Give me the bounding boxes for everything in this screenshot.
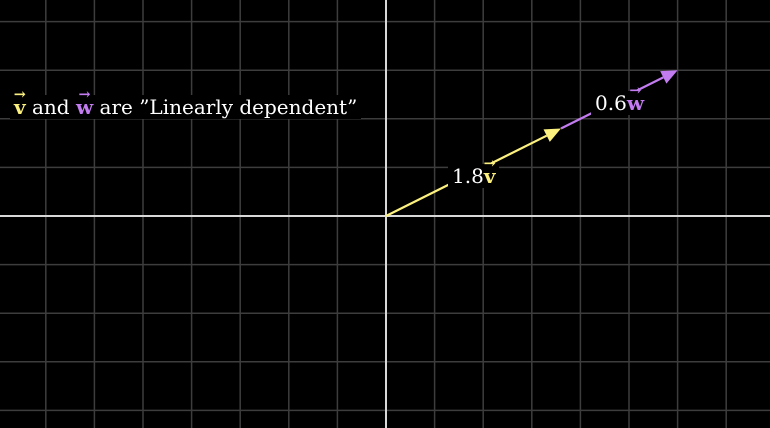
w-letter: w [626,91,645,115]
w-scaled-arrow-head [660,70,678,84]
v-scaled-label: 1.8 → v [448,156,500,188]
statement-text: are ”Linearly dependent” [99,95,358,119]
v-scaled-arrow-head [543,128,561,142]
w-scaled-label: 0.6 → w [591,83,649,115]
vector-arrow-accent: → [629,82,642,100]
w-vector-symbol: → w [75,87,94,119]
v-letter: v [14,95,26,119]
w-letter: w [75,95,94,119]
v-vector-symbol: → v [483,156,496,188]
vector-arrow-accent: → [78,86,91,104]
v-letter: v [483,164,496,188]
w-vector-symbol: → w [626,83,645,115]
v-vector-symbol: → v [14,87,26,119]
connector-word: and [31,95,70,119]
w-coefficient: 0.6 [595,91,627,115]
dependence-statement: → v and → w are ”Linearly dependent” [10,87,362,119]
v-coefficient: 1.8 [452,164,484,188]
vector-arrow-accent: → [13,86,26,104]
vector-arrow-accent: → [483,155,496,173]
